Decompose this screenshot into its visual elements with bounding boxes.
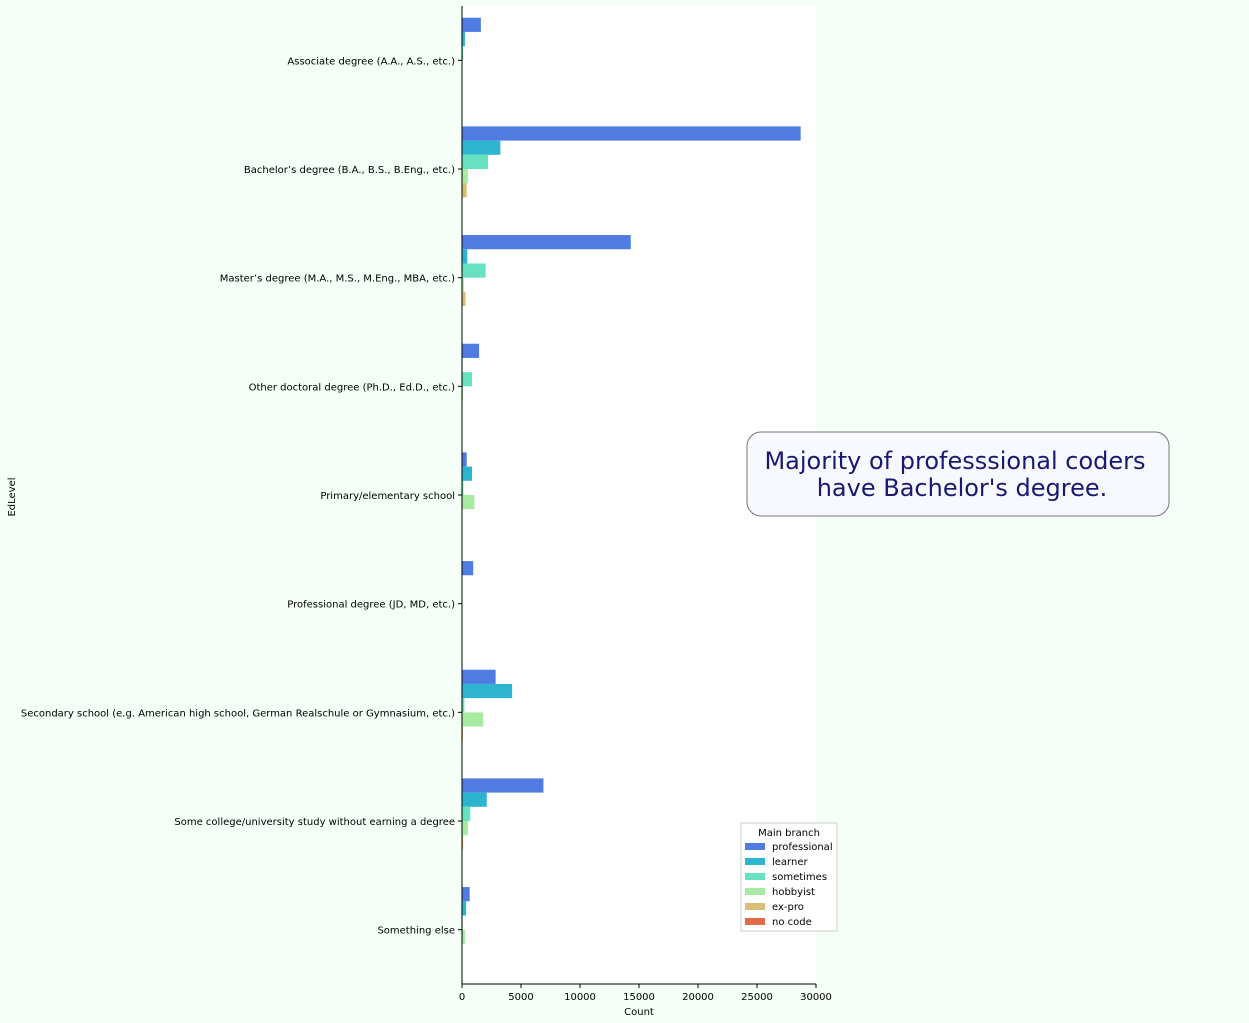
bar-ex-pro-7 bbox=[462, 835, 464, 850]
x-tick-label: 20000 bbox=[682, 992, 714, 1003]
bar-sometimes-4 bbox=[462, 480, 464, 495]
x-tick-label: 5000 bbox=[508, 992, 533, 1003]
bar-sometimes-2 bbox=[462, 263, 486, 278]
y-tick-label: Something else bbox=[377, 926, 455, 937]
annotation-line-1: Majority of professsional coders bbox=[764, 447, 1145, 475]
bar-professional-0 bbox=[462, 17, 481, 32]
bar-learner-8 bbox=[462, 901, 467, 916]
legend-swatch-no-code bbox=[745, 918, 765, 925]
bar-hobbyist-7 bbox=[462, 821, 468, 836]
x-tick-labels: 0 5000 10000 15000 20000 25000 30000 bbox=[459, 984, 832, 1003]
legend-title: Main branch bbox=[758, 828, 820, 839]
y-tick-label: Other doctoral degree (Ph.D., Ed.D., etc… bbox=[249, 382, 456, 393]
bar-professional-3 bbox=[462, 343, 480, 358]
legend-label-ex-pro: ex-pro bbox=[772, 902, 804, 913]
legend-swatch-hobbyist bbox=[745, 888, 765, 895]
bar-learner-1 bbox=[462, 140, 501, 155]
bar-hobbyist-2 bbox=[462, 277, 464, 292]
bar-sometimes-3 bbox=[462, 372, 473, 387]
legend-label-hobbyist: hobbyist bbox=[772, 887, 815, 898]
bar-learner-6 bbox=[462, 683, 513, 699]
bar-learner-7 bbox=[462, 792, 487, 807]
legend-swatch-learner bbox=[745, 858, 765, 865]
x-axis-label: Count bbox=[624, 1007, 654, 1018]
y-tick-label: Associate degree (A.A., A.S., etc.) bbox=[287, 56, 455, 67]
y-tick-label: Primary/elementary school bbox=[320, 491, 455, 502]
legend-label-sometimes: sometimes bbox=[772, 872, 827, 883]
y-tick-label: Master’s degree (M.A., M.S., M.Eng., MBA… bbox=[220, 274, 455, 285]
x-tick-label: 0 bbox=[459, 992, 465, 1003]
legend: Main branch professional learner sometimes… bbox=[740, 822, 838, 932]
bar-learner-2 bbox=[462, 249, 468, 264]
y-tick-label: Secondary school (e.g. American high sch… bbox=[21, 708, 455, 719]
legend-label-professional: professional bbox=[772, 842, 833, 853]
bar-professional-5 bbox=[462, 561, 474, 576]
bar-learner-4 bbox=[462, 466, 473, 481]
x-tick-label: 25000 bbox=[741, 992, 773, 1003]
bar-sometimes-1 bbox=[462, 154, 488, 169]
bar-sometimes-6 bbox=[462, 698, 465, 713]
legend-swatch-ex-pro bbox=[745, 903, 765, 910]
legend-label-learner: learner bbox=[772, 857, 808, 868]
annotation-line-2: have Bachelor's degree. bbox=[817, 474, 1108, 502]
x-tick-label: 30000 bbox=[800, 992, 832, 1003]
y-tick-labels: Associate degree (A.A., A.S., etc.) Bache… bbox=[21, 56, 462, 937]
bar-ex-pro-1 bbox=[462, 183, 467, 198]
bars-group bbox=[462, 17, 801, 973]
bar-hobbyist-1 bbox=[462, 169, 468, 184]
bar-professional-1 bbox=[462, 126, 801, 141]
bar-ex-pro-2 bbox=[462, 291, 466, 307]
bar-professional-7 bbox=[462, 778, 544, 793]
bar-professional-2 bbox=[462, 235, 631, 250]
y-axis-label: EdLevel bbox=[7, 477, 18, 516]
bar-sometimes-0 bbox=[462, 46, 464, 61]
y-tick-label: Professional degree (JD, MD, etc.) bbox=[287, 600, 455, 611]
bar-professional-6 bbox=[462, 669, 496, 684]
y-tick-label: Some college/university study without ea… bbox=[174, 817, 455, 828]
annotation-box: Majority of professsional coders have Ba… bbox=[746, 431, 1170, 517]
bar-professional-4 bbox=[462, 452, 467, 467]
x-tick-label: 10000 bbox=[564, 992, 596, 1003]
legend-swatch-sometimes bbox=[745, 873, 765, 880]
bar-learner-0 bbox=[462, 31, 465, 47]
bar-hobbyist-8 bbox=[462, 929, 465, 944]
bar-hobbyist-6 bbox=[462, 712, 484, 727]
legend-swatch-professional bbox=[745, 843, 765, 850]
x-tick-label: 15000 bbox=[623, 992, 655, 1003]
y-tick-label: Bachelor’s degree (B.A., B.S., B.Eng., e… bbox=[244, 165, 455, 176]
bar-hobbyist-4 bbox=[462, 495, 475, 510]
bar-professional-8 bbox=[462, 887, 470, 902]
bar-sometimes-7 bbox=[462, 806, 471, 821]
legend-label-no-code: no code bbox=[772, 917, 812, 928]
